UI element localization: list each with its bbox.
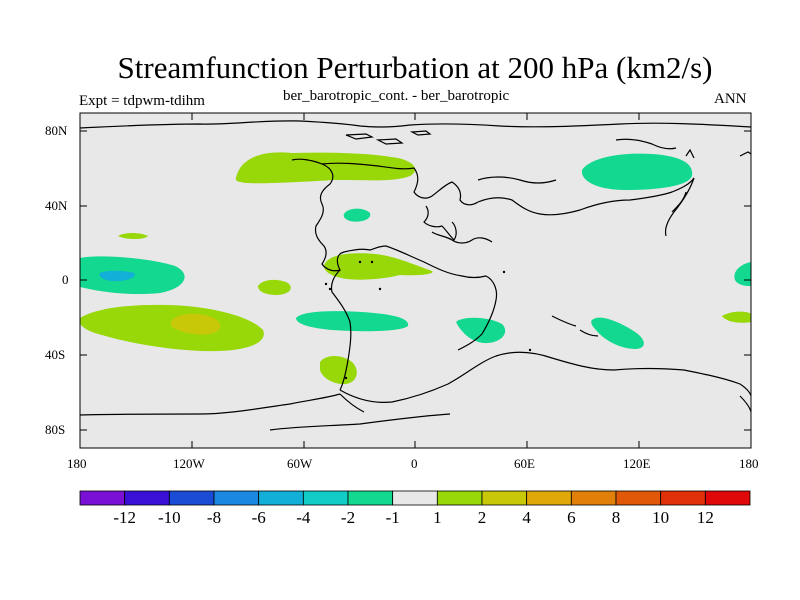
coastline-gondwana-south — [339, 351, 751, 403]
axis-ticks — [79, 113, 752, 448]
contour-negative-tropical-pacific-core — [99, 270, 135, 282]
colorbar-swatch — [168, 490, 215, 506]
colorbar-swatch — [79, 490, 126, 506]
perturbation-contours — [80, 152, 751, 385]
colorbar-label: -1 — [386, 508, 400, 527]
x-tick-label: 180 — [739, 456, 759, 471]
colorbar-label: -4 — [296, 508, 311, 527]
colorbar-swatch — [213, 490, 260, 506]
coastline-mediterranean — [431, 231, 493, 244]
contour-positive-equatorial-atlantic — [324, 253, 433, 280]
colorbar-swatch — [392, 490, 438, 506]
colorbar-swatch — [660, 490, 706, 506]
colorbar-swatch — [526, 490, 572, 506]
colorbar-swatch — [481, 490, 528, 506]
coastline-antarctic-edge — [269, 413, 451, 431]
colorbar-label: -2 — [341, 508, 355, 527]
colorbar-label: -10 — [158, 508, 181, 527]
x-tick-label: 120W — [173, 456, 205, 471]
contour-negative-siberia — [581, 153, 693, 190]
y-tick-label: 80N — [45, 123, 68, 138]
contour-negative-indian-ocean — [591, 317, 644, 349]
colorbar-label: 12 — [697, 508, 714, 527]
y-tick-label: 40S — [45, 347, 66, 362]
contour-negative-east-africa — [456, 317, 506, 344]
coastline-south-america — [330, 269, 352, 391]
contour-positive-south-pacific-core — [170, 313, 221, 335]
colorbar-swatch — [615, 490, 662, 506]
contour-positive-north-atlantic — [235, 152, 416, 184]
contour-positive-north-pacific-small — [118, 233, 148, 239]
contour-positive-tropical-pacific — [258, 279, 291, 295]
x-tick-label: 60E — [514, 456, 535, 471]
colorbar-label: 10 — [652, 508, 669, 527]
paleo-coastlines — [80, 120, 751, 431]
island-dots — [324, 260, 532, 380]
colorbar-label: -12 — [113, 508, 136, 527]
colorbar-label: 8 — [612, 508, 621, 527]
coastline-europe — [413, 167, 479, 206]
experiment-label: Expt = tdpwm-tdihm — [79, 93, 205, 109]
coastline-asia-north — [477, 138, 677, 184]
colorbar-swatch — [124, 490, 170, 506]
coastline-asia — [477, 177, 695, 216]
coastline-hudson — [321, 162, 415, 170]
colorbar-swatch — [570, 490, 617, 506]
contour-positive-indian-ocean-east — [722, 311, 751, 323]
x-tick-label: 180 — [67, 456, 87, 471]
colorbar-label: -8 — [207, 508, 221, 527]
coastline-east-asia — [664, 177, 695, 237]
colorbar-label: -6 — [252, 508, 266, 527]
plot-title: Streamfunction Perturbation at 200 hPa (… — [117, 50, 713, 85]
contour-negative-north-atlantic-small — [343, 208, 371, 222]
x-tick-label: 60W — [287, 456, 313, 471]
colorbar-swatch — [704, 490, 751, 506]
coastline-north-america — [291, 158, 387, 272]
y-tick-label: 40N — [45, 198, 68, 213]
colorbar-swatch — [347, 490, 394, 506]
colorbar-swatch — [258, 490, 304, 506]
coastline-australia-fragments — [551, 315, 599, 337]
coastline-southern — [80, 393, 365, 416]
y-tick-label: 0 — [62, 272, 69, 287]
coastline-far-east — [685, 148, 751, 159]
colorbar-label: 2 — [478, 508, 487, 527]
season-label: ANN — [714, 91, 747, 107]
x-tick-label: 0 — [411, 456, 418, 471]
comparison-label: ber_barotropic_cont. - ber_barotropic — [283, 88, 510, 104]
coastline-europe-inland — [423, 205, 457, 241]
x-tick-label: 120E — [623, 456, 651, 471]
colorbar-swatch — [302, 490, 349, 506]
colorbar-swatch — [436, 490, 483, 506]
coastline-arctic-islands — [345, 130, 432, 145]
colorbar-label: 6 — [567, 508, 576, 527]
contour-positive-south-pacific — [80, 304, 264, 352]
coastline-africa — [385, 245, 498, 351]
y-tick-label: 80S — [45, 422, 66, 437]
colorbar-label: 1 — [433, 508, 442, 527]
coastline-north — [80, 120, 751, 129]
contour-negative-south-atlantic — [296, 311, 409, 332]
colorbar-label: 4 — [522, 508, 531, 527]
